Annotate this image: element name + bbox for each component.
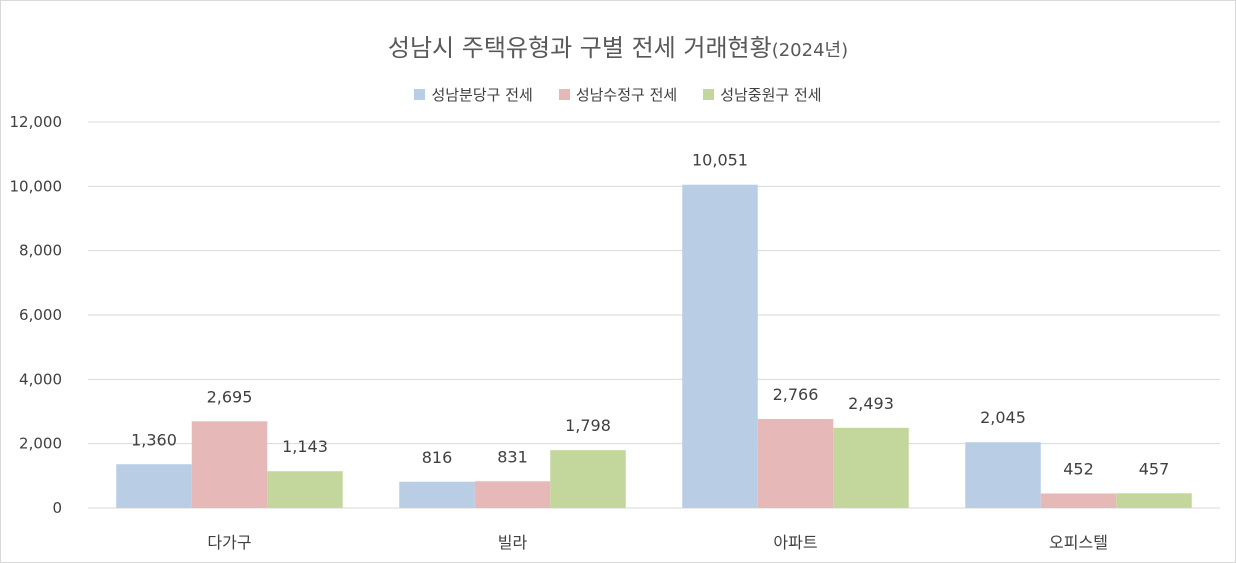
bar-3-1 <box>1040 493 1117 508</box>
legend-item-bundang: 성남분당구 전세 <box>414 84 533 105</box>
data-label-2-0: 10,051 <box>692 151 748 170</box>
bar-2-2 <box>833 427 909 508</box>
bar-2-0 <box>682 184 758 508</box>
bar-1-1 <box>474 481 551 508</box>
x-category-label-0: 다가구 <box>207 533 251 552</box>
x-category-label-3: 오피스텔 <box>1049 533 1108 552</box>
chart-title: 성남시 주택유형과 구별 전세 거래현황(2024년) <box>0 28 1236 63</box>
legend-label-jungwon: 성남중원구 전세 <box>720 86 822 104</box>
data-label-3-0: 2,045 <box>980 408 1026 427</box>
data-label-2-2: 2,493 <box>848 394 894 413</box>
bar-0-2 <box>267 471 343 508</box>
chart-title-suffix: (2024년) <box>771 40 849 61</box>
data-label-1-1: 831 <box>497 447 528 466</box>
x-category-label-2: 아파트 <box>773 533 817 552</box>
bar-1-0 <box>399 481 475 508</box>
bar-3-2 <box>1116 493 1192 508</box>
legend-swatch-bundang <box>414 89 426 100</box>
y-tick-label-5: 10,000 <box>10 177 63 195</box>
data-label-1-2: 1,798 <box>565 416 611 435</box>
data-label-3-1: 452 <box>1063 459 1094 478</box>
y-tick-label-4: 8,000 <box>19 242 62 260</box>
legend-item-jungwon: 성남중원구 전세 <box>703 84 822 105</box>
chart-title-main: 성남시 주택유형과 구별 전세 거래현황 <box>387 34 772 62</box>
data-label-0-2: 1,143 <box>282 437 328 456</box>
data-label-1-0: 816 <box>422 448 453 467</box>
legend-label-bundang: 성남분당구 전세 <box>431 86 533 104</box>
legend-item-sujeong: 성남수정구 전세 <box>558 84 678 105</box>
data-label-0-0: 1,360 <box>131 430 177 449</box>
y-tick-label-1: 2,000 <box>19 435 62 453</box>
bar-1-2 <box>550 450 626 508</box>
y-tick-label-2: 4,000 <box>19 370 62 388</box>
bar-2-1 <box>757 419 834 508</box>
bar-3-0 <box>965 442 1041 508</box>
y-tick-label-3: 6,000 <box>19 306 62 324</box>
legend-label-sujeong: 성남수정구 전세 <box>575 86 678 104</box>
y-tick-label-0: 0 <box>52 499 62 517</box>
bar-0-0 <box>116 464 192 508</box>
legend-swatch-sujeong <box>558 89 570 100</box>
legend: 성남분당구 전세 성남수정구 전세 성남중원구 전세 <box>0 84 1236 105</box>
data-label-3-2: 457 <box>1139 459 1170 478</box>
y-tick-label-6: 12,000 <box>10 113 63 131</box>
data-label-2-1: 2,766 <box>773 385 819 404</box>
x-category-label-1: 빌라 <box>498 533 528 552</box>
legend-swatch-jungwon <box>703 89 715 100</box>
bar-0-1 <box>191 421 268 508</box>
data-label-0-1: 2,695 <box>207 387 253 406</box>
